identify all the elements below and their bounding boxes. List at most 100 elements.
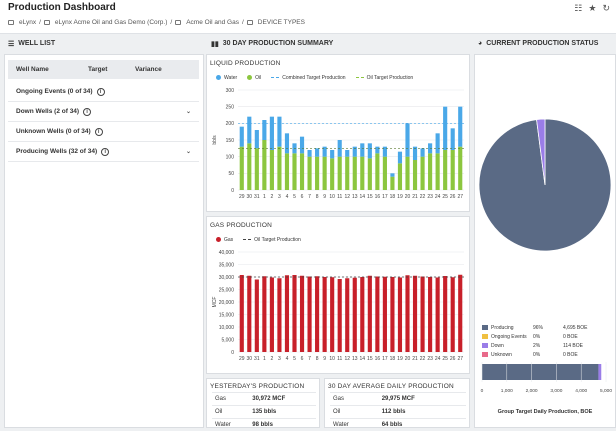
y-tick-label: 250 [226, 104, 235, 110]
chevron-down-icon[interactable]: ⌄ [186, 108, 191, 115]
y-tick-label: 5,000 [221, 337, 234, 343]
bar-oil [262, 140, 266, 190]
bar-oil [292, 153, 296, 190]
bar-oil [255, 148, 259, 190]
x-tick-label: 2 [271, 356, 274, 362]
x-tick-label: 13 [352, 194, 358, 200]
x-tick-label: 13 [352, 356, 358, 362]
y-tick-label: 100 [226, 154, 235, 160]
col-target[interactable]: Target [88, 66, 107, 73]
x-tick-label: 21 [412, 356, 418, 362]
bar-oil [240, 147, 244, 190]
breadcrumb-item[interactable]: eLynx Acme Oil and Gas Demo (Corp.) [55, 19, 167, 26]
x-tick-label: 29 [239, 356, 245, 362]
bar-oil [405, 157, 409, 190]
bar-water [436, 133, 440, 153]
bar-water [405, 123, 409, 156]
well-group-producing[interactable]: Producing Wells (32 of 34)i⌄ [8, 142, 199, 162]
bar-oil [270, 150, 274, 190]
breadcrumb-item[interactable]: eLynx [19, 19, 36, 26]
x-tick-label: 4 [286, 194, 289, 200]
bar-water [277, 117, 281, 147]
x-tick-label: 22 [420, 194, 426, 200]
info-icon[interactable]: i [83, 108, 91, 116]
summary-header: ▮▮30 DAY PRODUCTION SUMMARY [211, 36, 333, 51]
status-pie [476, 110, 614, 260]
bar-oil [323, 157, 327, 190]
chevron-down-icon[interactable]: ⌄ [186, 148, 191, 155]
y-tick-label: 35,000 [219, 262, 235, 268]
folder-icon [247, 20, 253, 25]
bar-water [300, 137, 304, 154]
top-bar: Production Dashboard eLynx/ eLynx Acme O… [0, 0, 616, 34]
y-tick-label: 10,000 [219, 325, 235, 331]
breadcrumb-item[interactable]: DEVICE TYPES [258, 19, 305, 26]
page-title: Production Dashboard [8, 2, 116, 13]
bar-gas [413, 276, 417, 352]
bar-oil [436, 153, 440, 190]
target-axis-label: Group Target Daily Production, BOE [474, 409, 616, 415]
bar-water [451, 128, 455, 150]
x-tick-label: 26 [450, 194, 456, 200]
refresh-icon[interactable]: ↻ [602, 3, 610, 14]
bar-gas [353, 278, 357, 352]
well-group-unknown[interactable]: Unknown Wells (0 of 34)i [8, 122, 199, 142]
star-icon[interactable]: ★ [588, 3, 596, 14]
yesterday-title: YESTERDAY'S PRODUCTION [210, 383, 304, 390]
bar-gas [383, 277, 387, 352]
x-tick-label: 9 [323, 194, 326, 200]
bar-oil [383, 157, 387, 190]
info-icon[interactable]: i [101, 148, 109, 156]
bar-oil [413, 160, 417, 190]
toolbar: ☷ ★ ↻ [574, 3, 610, 14]
well-group-down[interactable]: Down Wells (2 of 34)i⌄ [8, 102, 199, 122]
y-axis-label: MCF [212, 297, 218, 308]
bar-gas [330, 277, 334, 352]
bar-gas [375, 277, 379, 353]
col-well-name[interactable]: Well Name [16, 66, 49, 73]
bar-water [255, 130, 259, 148]
liquid-title: LIQUID PRODUCTION [210, 60, 281, 67]
bar-gas [390, 277, 394, 352]
bar-water [240, 127, 244, 147]
bar-gas [436, 278, 440, 353]
x-tick-label: 30 [247, 356, 253, 362]
down-bar [598, 364, 601, 380]
x-tick-label: 15 [367, 194, 373, 200]
x-tick-label: 2,000 [526, 388, 538, 394]
bar-oil [338, 157, 342, 190]
x-tick-label: 27 [457, 194, 463, 200]
col-variance[interactable]: Variance [135, 66, 162, 73]
x-tick-label: 14 [360, 356, 366, 362]
bar-oil [330, 158, 334, 190]
y-tick-label: 0 [231, 188, 234, 194]
x-tick-label: 26 [450, 356, 456, 362]
bar-oil [368, 158, 372, 190]
breadcrumb: eLynx/ eLynx Acme Oil and Gas Demo (Corp… [8, 19, 305, 26]
average-title: 30 DAY AVERAGE DAILY PRODUCTION [328, 383, 454, 390]
bar-gas [368, 276, 372, 352]
bar-oil [247, 143, 251, 190]
x-tick-label: 25 [442, 356, 448, 362]
bar-oil [375, 153, 379, 190]
x-tick-label: 24 [435, 194, 441, 200]
x-tick-label: 19 [397, 356, 403, 362]
bar-oil [300, 153, 304, 190]
x-tick-label: 16 [375, 194, 381, 200]
info-icon[interactable]: i [95, 128, 103, 136]
info-icon[interactable]: i [97, 88, 105, 96]
x-tick-label: 10 [329, 356, 335, 362]
folder-icon [44, 20, 50, 25]
x-tick-label: 17 [382, 194, 388, 200]
y-axis-label: bbls [212, 135, 218, 145]
filter-icon[interactable]: ☷ [574, 3, 582, 14]
breadcrumb-item[interactable]: Acme Oil and Gas [186, 19, 239, 26]
x-tick-label: 1 [263, 356, 266, 362]
well-group-ongoing[interactable]: Ongoing Events (0 of 34)i [8, 82, 199, 102]
